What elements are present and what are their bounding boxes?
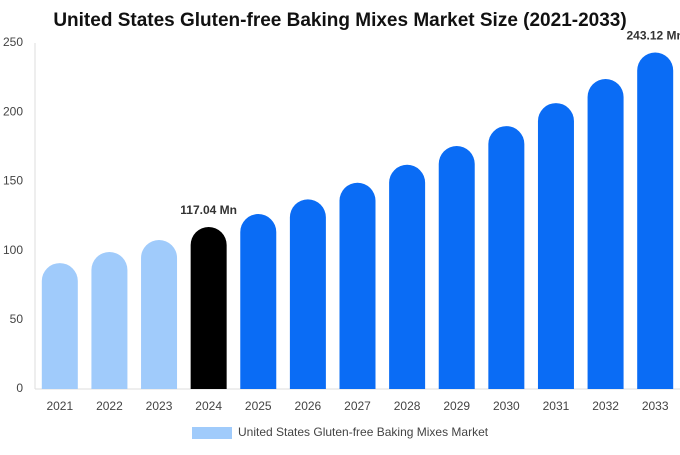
y-tick-label: 250 xyxy=(3,35,23,49)
bar xyxy=(537,103,574,389)
x-tick-label: 2024 xyxy=(195,399,222,413)
y-tick-label: 200 xyxy=(3,104,23,118)
y-tick-label: 150 xyxy=(3,174,23,188)
bar xyxy=(339,182,376,389)
y-tick-label: 0 xyxy=(16,381,23,395)
y-tick-label: 50 xyxy=(10,312,24,326)
bar xyxy=(438,145,475,389)
x-tick-label: 2028 xyxy=(394,399,421,413)
bar xyxy=(637,52,674,390)
x-tick-label: 2029 xyxy=(443,399,470,413)
bar xyxy=(190,227,227,389)
bar xyxy=(389,164,426,389)
bar xyxy=(141,239,178,389)
y-tick-label: 100 xyxy=(3,243,23,257)
x-tick-label: 2033 xyxy=(642,399,669,413)
x-tick-label: 2031 xyxy=(543,399,570,413)
chart-title: United States Gluten-free Baking Mixes M… xyxy=(53,10,626,31)
bar xyxy=(91,251,128,389)
value-label: 117.04 Mn xyxy=(180,203,237,217)
x-tick-label: 2026 xyxy=(295,399,322,413)
x-tick-label: 2023 xyxy=(146,399,173,413)
x-tick-label: 2022 xyxy=(96,399,123,413)
x-tick-label: 2030 xyxy=(493,399,520,413)
bar xyxy=(488,126,525,389)
legend-swatch xyxy=(192,427,232,439)
bar xyxy=(289,199,326,389)
bar xyxy=(587,78,624,389)
x-tick-label: 2025 xyxy=(245,399,272,413)
x-tick-label: 2021 xyxy=(46,399,73,413)
legend-label: United States Gluten-free Baking Mixes M… xyxy=(238,425,489,439)
value-label: 243.12 Mn xyxy=(627,29,680,43)
bar xyxy=(240,214,277,389)
x-tick-label: 2032 xyxy=(592,399,619,413)
bar xyxy=(41,263,78,389)
x-tick-label: 2027 xyxy=(344,399,371,413)
